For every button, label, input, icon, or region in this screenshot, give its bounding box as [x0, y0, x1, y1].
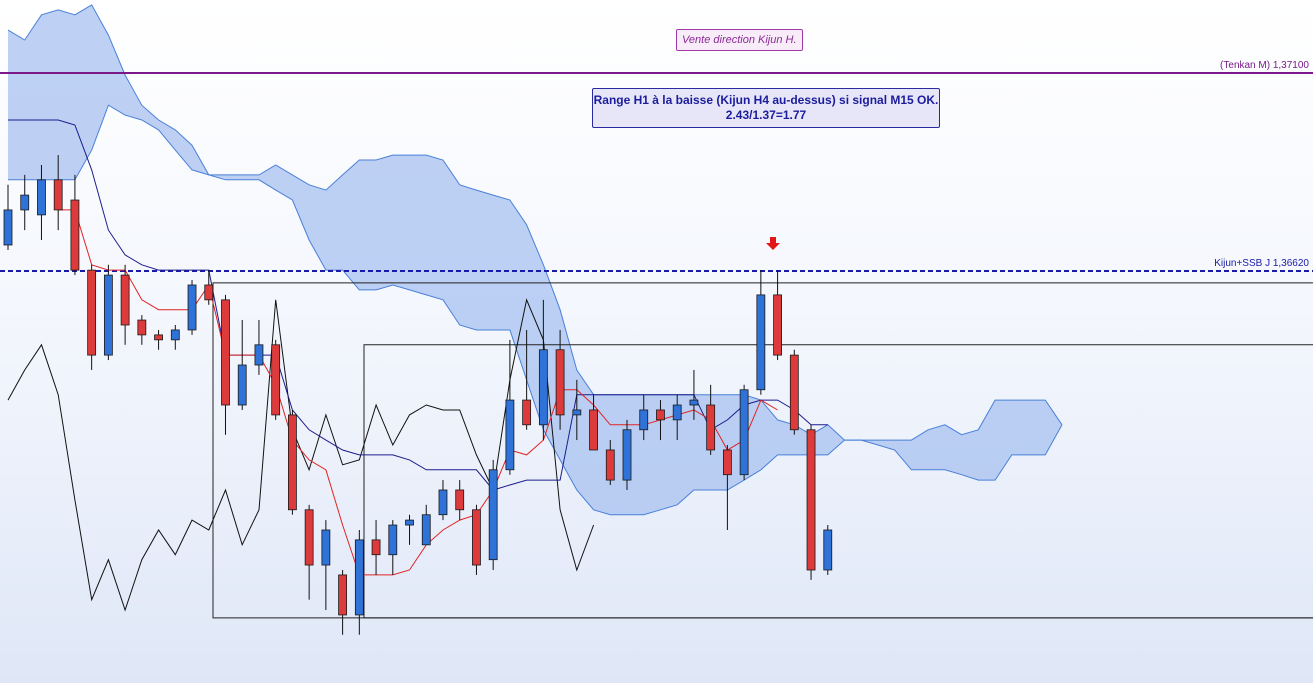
- candle-body: [288, 414, 297, 511]
- cloud-area: [8, 4, 1062, 515]
- candle-body: [170, 329, 180, 341]
- candle-body: [472, 509, 481, 566]
- annotation-text: 2.43/1.37=1.77: [725, 108, 807, 122]
- candle-body: [823, 529, 833, 571]
- candle-body: [689, 399, 699, 406]
- annotation-text: Vente direction Kijun H.: [682, 34, 797, 46]
- candle-body: [204, 284, 214, 301]
- cloud-edge: [7, 4, 1063, 441]
- candle-body: [321, 529, 331, 566]
- candle-body: [739, 389, 749, 476]
- candle-body: [87, 269, 97, 356]
- candle-body: [572, 409, 582, 416]
- annotation-box: Vente direction Kijun H.: [676, 29, 803, 51]
- candle-body: [154, 334, 163, 341]
- signal-arrow: [766, 237, 780, 250]
- candle-body: [505, 399, 515, 471]
- candle-body: [722, 449, 732, 476]
- range-box: [363, 344, 1313, 619]
- candle-body: [53, 179, 63, 211]
- level-layer: (Tenkan M) 1,37100 Kijun+SSB J 1,36620: [0, 60, 1313, 272]
- annotation-text: Range H1 à la baisse (Kijun H4 au-dessus…: [593, 93, 939, 107]
- tenkan-line: [58, 209, 778, 576]
- range-layer: [212, 282, 1313, 619]
- candle-body: [522, 399, 532, 426]
- candle-body: [304, 509, 314, 566]
- candle-body: [605, 449, 615, 481]
- candle-body: [354, 539, 364, 616]
- candle-body: [438, 489, 448, 516]
- candle-body: [20, 194, 30, 211]
- candle-body: [622, 429, 632, 481]
- candle-body: [271, 344, 281, 416]
- level-label: (Tenkan M) 1,37100: [1220, 60, 1309, 71]
- candle-body: [405, 519, 414, 526]
- candle-body: [120, 274, 130, 326]
- candle-body: [639, 409, 649, 431]
- candle-body: [137, 319, 147, 336]
- cloud-layer: [7, 4, 1063, 516]
- candle-body: [37, 179, 46, 216]
- level-label: Kijun+SSB J 1,36620: [1214, 258, 1309, 269]
- candle-body: [371, 539, 381, 556]
- candle-body: [338, 574, 348, 616]
- annotation-box: Range H1 à la baisse (Kijun H4 au-dessus…: [592, 88, 940, 128]
- candle-body: [672, 404, 682, 421]
- candle-body: [555, 349, 565, 416]
- candle-body: [237, 364, 247, 406]
- candle-body: [706, 404, 716, 451]
- candle-body: [421, 514, 431, 546]
- candle-body: [3, 209, 13, 246]
- candle-body: [789, 354, 799, 431]
- kijun-line: [8, 119, 828, 491]
- candle-body: [806, 429, 816, 571]
- candle-layer: [3, 155, 833, 635]
- candle-body: [187, 284, 197, 331]
- candle-body: [70, 199, 80, 271]
- candle-body: [488, 469, 498, 561]
- cloud-edge: [8, 104, 1063, 516]
- candle-body: [388, 524, 398, 556]
- candle-body: [254, 344, 264, 366]
- candle-body: [538, 349, 548, 426]
- candle-body: [221, 299, 230, 406]
- candle-body: [656, 409, 665, 421]
- candle-body: [103, 274, 113, 356]
- candle-body: [455, 489, 465, 511]
- candle-body: [773, 294, 782, 356]
- candle-body: [589, 409, 598, 451]
- candle-body: [756, 294, 766, 391]
